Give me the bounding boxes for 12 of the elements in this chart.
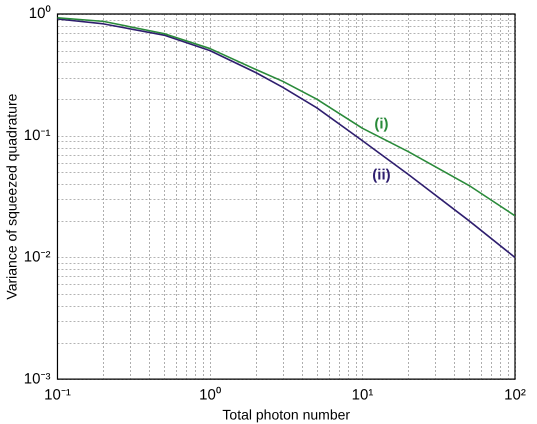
y-tick-label: 10⁻¹ — [24, 126, 50, 144]
x-tick-label: 10¹ — [352, 386, 374, 404]
y-axis-title: Variance of squeezed quadrature — [3, 93, 20, 300]
series-label: (i) — [374, 116, 389, 133]
x-axis-title: Total photon number — [222, 406, 350, 422]
x-tick-label: 10² — [504, 386, 526, 404]
y-tick-label: 10⁻² — [24, 248, 50, 266]
x-tick-label: 10⁻¹ — [44, 386, 71, 404]
x-tick-label: 10⁰ — [199, 386, 221, 404]
series-label: (ii) — [372, 166, 391, 184]
y-tick-label: 10⁻³ — [24, 370, 50, 388]
y-tick-label: 10⁰ — [28, 5, 50, 22]
